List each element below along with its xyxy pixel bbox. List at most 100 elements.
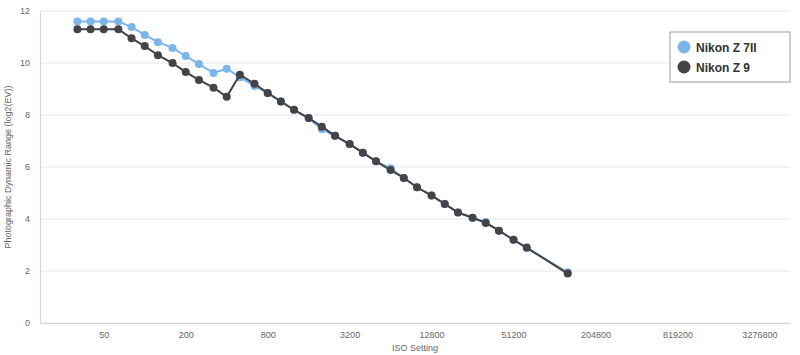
point: [195, 60, 203, 68]
axis-line: [41, 323, 791, 324]
point: [264, 89, 272, 97]
grid-line: [40, 115, 790, 116]
y-tick: 2: [25, 266, 40, 276]
legend: Nikon Z 7II Nikon Z 9: [670, 32, 790, 82]
axis-line: [40, 12, 41, 324]
point: [128, 34, 136, 42]
point: [114, 25, 122, 33]
grid-line: [40, 271, 790, 272]
point: [413, 183, 421, 191]
tick-label: 2: [25, 266, 30, 276]
x-axis-title: ISO Setting: [392, 343, 438, 353]
point: [428, 192, 436, 200]
legend-item: Nikon Z 9: [678, 61, 751, 75]
point: [372, 157, 380, 165]
tick-label: 3276800: [742, 330, 777, 340]
y-tick: 0: [25, 318, 40, 328]
point: [441, 200, 449, 208]
point: [387, 166, 395, 174]
point: [169, 44, 177, 52]
x-axis: 5020080032001280051200204800819200327680…: [41, 323, 791, 340]
point: [154, 38, 162, 46]
tick-label: 6: [25, 162, 30, 172]
point: [195, 76, 203, 84]
point: [495, 227, 503, 235]
point: [372, 157, 380, 165]
point: [141, 31, 149, 39]
point: [428, 192, 436, 200]
point: [223, 93, 231, 101]
grid-line: [40, 323, 790, 324]
point: [100, 17, 108, 25]
point: [564, 270, 572, 278]
x-tick: 3276800: [742, 323, 777, 340]
point: [73, 17, 81, 25]
series-line: [77, 21, 567, 272]
point: [469, 214, 477, 222]
point: [454, 209, 462, 217]
point: [114, 17, 122, 25]
point: [305, 114, 313, 122]
point: [210, 84, 218, 92]
x-tick: 204800: [581, 323, 611, 340]
point: [469, 214, 477, 222]
point: [141, 42, 149, 50]
point: [290, 106, 298, 114]
point: [182, 52, 190, 60]
y-tick: 10: [20, 58, 40, 68]
y-axis: 0 2 4 6 8 10 12: [20, 6, 41, 328]
tick-label: 819200: [663, 330, 693, 340]
point: [359, 149, 367, 157]
point: [169, 59, 177, 67]
point: [223, 65, 231, 73]
data-area: [73, 17, 571, 277]
series: [73, 25, 571, 277]
legend-item: Nikon Z 7II: [678, 41, 757, 55]
tick-label: 10: [20, 58, 30, 68]
x-tick: 12800: [420, 323, 445, 340]
grid: [40, 11, 790, 323]
tick-label: 3200: [340, 330, 360, 340]
point: [100, 25, 108, 33]
legend-label: Nikon Z 9: [696, 61, 750, 75]
y-tick: 6: [25, 162, 40, 172]
chart: 0246810125020080032001280051200204800819…: [0, 0, 800, 355]
point: [290, 106, 298, 114]
point: [331, 132, 339, 140]
y-axis-title: Photographic Dynamic Range (log2(EV)): [3, 85, 13, 248]
point: [482, 219, 490, 227]
point: [210, 69, 218, 77]
point: [482, 218, 490, 226]
plot-root: 0246810125020080032001280051200204800819…: [20, 6, 791, 340]
tick-label: 12800: [420, 330, 445, 340]
tick-label: 12: [20, 6, 30, 16]
tick-label: 0: [25, 318, 30, 328]
point: [128, 23, 136, 31]
grid-line: [40, 167, 790, 168]
series-line: [77, 29, 567, 273]
grid-line: [40, 219, 790, 220]
y-tick: 4: [25, 214, 40, 224]
point: [87, 17, 95, 25]
point: [346, 140, 354, 148]
tick-label: 50: [99, 330, 109, 340]
y-tick: 12: [20, 6, 40, 16]
tick-label: 800: [261, 330, 276, 340]
tick-label: 204800: [581, 330, 611, 340]
tick-label: 200: [179, 330, 194, 340]
point: [318, 123, 326, 131]
x-tick: 3200: [340, 323, 360, 340]
x-tick: 819200: [663, 323, 693, 340]
x-tick: 200: [179, 323, 194, 340]
point: [400, 174, 408, 182]
grid-line: [40, 11, 790, 12]
y-tick: 8: [25, 110, 40, 120]
point: [510, 236, 518, 244]
point: [154, 51, 162, 59]
point: [454, 209, 462, 217]
tick-label: 4: [25, 214, 30, 224]
point: [182, 68, 190, 76]
series: [73, 17, 571, 276]
point: [250, 80, 258, 88]
point: [87, 25, 95, 33]
